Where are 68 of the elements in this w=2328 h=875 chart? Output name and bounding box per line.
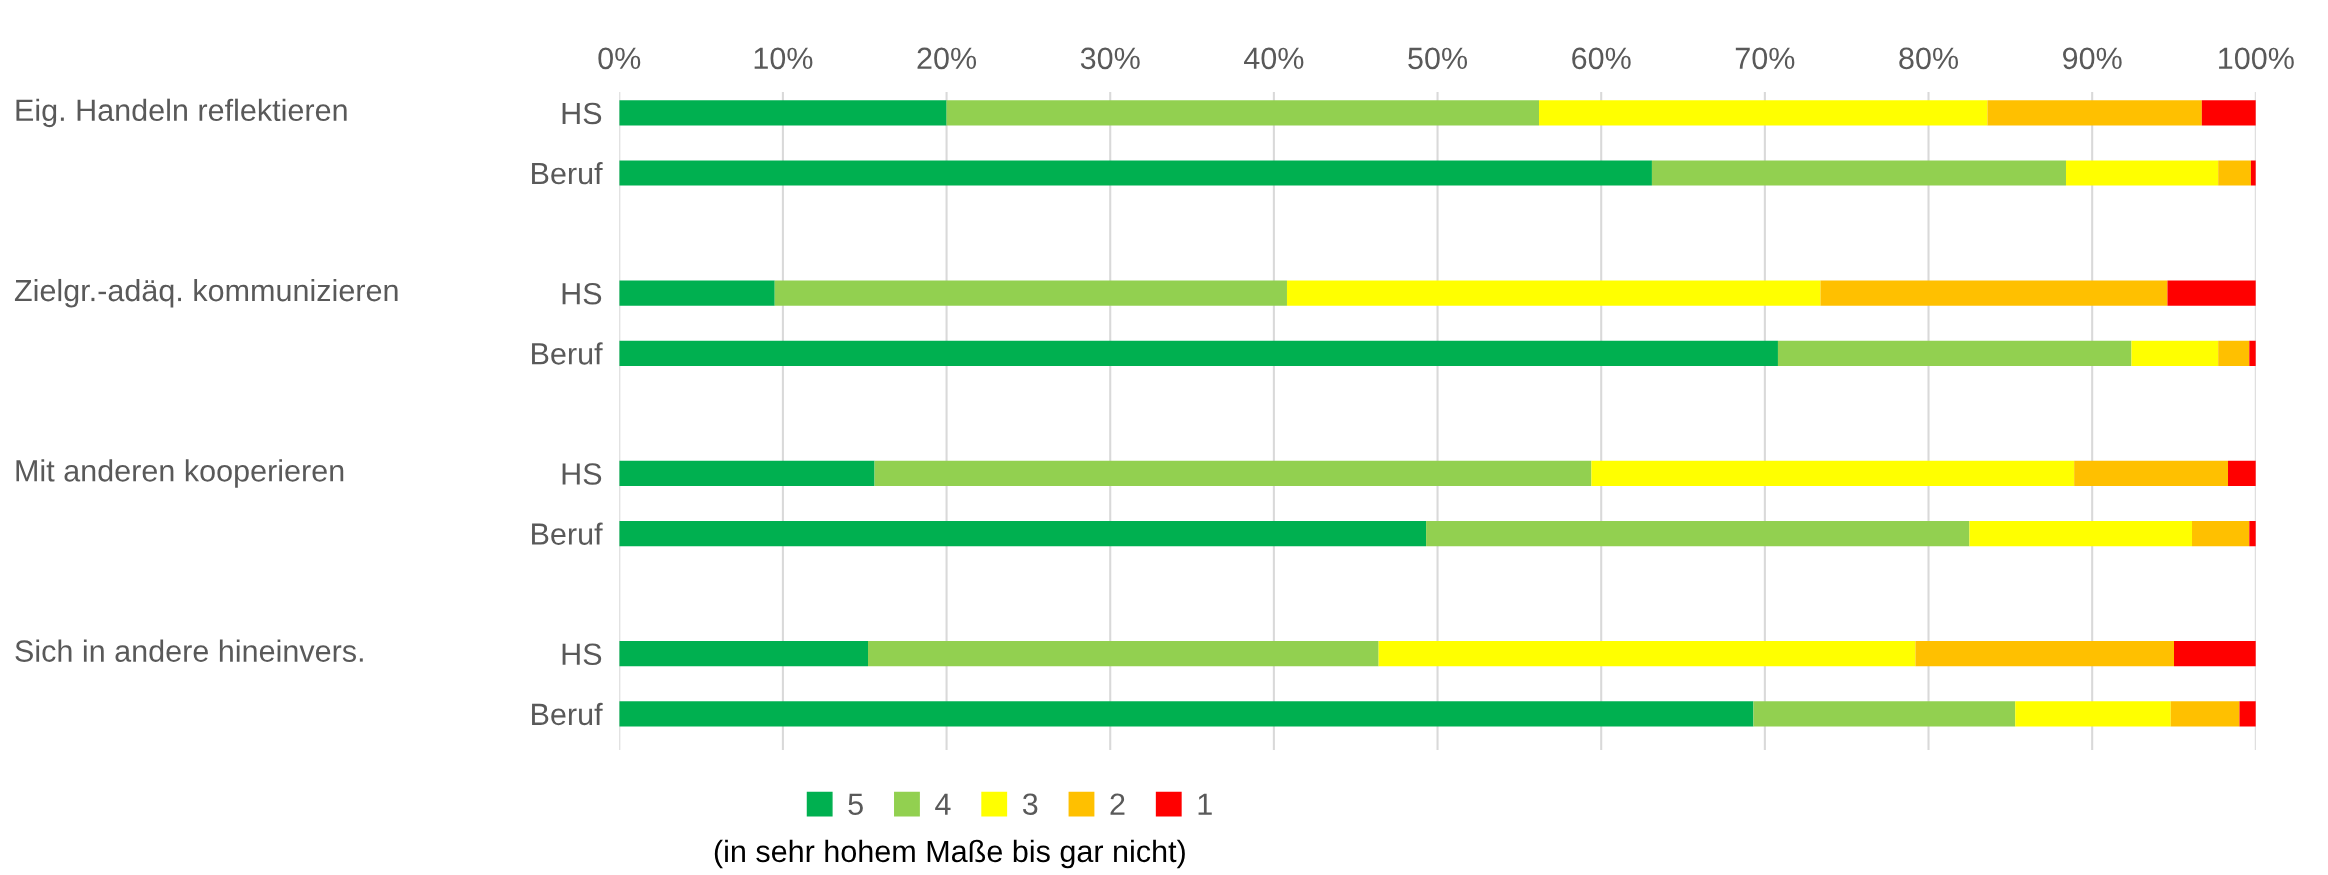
bar	[1651, 160, 2066, 186]
y-tick-label: Beruf	[532, 522, 603, 545]
text: Mit anderen kooperieren	[16, 459, 344, 488]
bar	[1378, 641, 1916, 667]
bar	[2192, 520, 2250, 547]
bar	[1820, 280, 2168, 306]
text: Zielgr.-adäq. kommunizieren	[14, 278, 398, 308]
x-tick-label: 40%	[1244, 47, 1304, 70]
legend-label: 3	[1022, 793, 1038, 816]
y-tick-label: HS	[562, 643, 602, 666]
bar	[2201, 100, 2256, 126]
x-tick-label: 100%	[2219, 47, 2294, 70]
x-tick-label: 90%	[2063, 47, 2122, 70]
bar	[1426, 520, 1970, 547]
bar	[1591, 460, 2075, 487]
bar	[2065, 160, 2219, 186]
text: Sich in andere hineinvers.	[15, 639, 363, 662]
legend-label: 2	[1110, 793, 1125, 815]
bar	[774, 280, 1287, 306]
bar	[619, 701, 1754, 727]
bar	[2218, 160, 2251, 186]
x-tick-label: 0%	[598, 47, 641, 70]
bar	[1753, 701, 2016, 727]
legend-label: 5	[848, 793, 863, 816]
x-axis-title: (in sehr hohem Maße bis gar nicht)	[714, 839, 1185, 869]
bar	[1915, 641, 2174, 667]
bar	[619, 280, 775, 306]
bar	[2131, 340, 2219, 366]
x-tick-label: 50%	[1408, 47, 1468, 70]
bar	[2239, 701, 2256, 727]
x-tick-label: 80%	[1899, 47, 1959, 70]
bar	[619, 520, 1427, 547]
bar	[619, 160, 1652, 186]
x-tick-label: 70%	[1735, 47, 1795, 70]
bar	[2015, 701, 2171, 727]
bar	[619, 641, 869, 667]
legend-label: 1	[1198, 793, 1212, 815]
x-tick-label: 20%	[917, 47, 977, 70]
bar	[2170, 701, 2240, 727]
y-tick-label: HS	[562, 102, 602, 125]
y-tick-label: Beruf	[532, 702, 603, 726]
bar	[1987, 100, 2202, 126]
bar	[1777, 340, 2132, 366]
bar	[2174, 641, 2256, 667]
bar	[2167, 280, 2256, 306]
bar	[1286, 280, 1821, 306]
legend-label: 4	[935, 793, 951, 815]
x-tick-label: 60%	[1572, 47, 1631, 70]
bar	[619, 100, 947, 126]
x-tick-label: 10%	[754, 47, 813, 70]
bar	[868, 641, 1379, 667]
y-tick-label: Beruf	[532, 342, 603, 365]
bar	[2074, 460, 2229, 487]
text: Eig. Handeln reflektieren	[16, 98, 347, 128]
bar	[2249, 520, 2256, 547]
bar	[1969, 520, 2193, 547]
y-tick-label: Beruf	[532, 161, 603, 185]
bar	[619, 460, 875, 487]
bar	[2228, 460, 2256, 487]
bar	[946, 100, 1540, 126]
bar	[2218, 340, 2250, 366]
bar	[1539, 100, 1988, 126]
y-tick-label: HS	[562, 463, 602, 485]
x-tick-label: 30%	[1080, 47, 1140, 70]
bar	[619, 340, 1778, 366]
bar	[874, 460, 1592, 487]
y-tick-label: HS	[562, 282, 602, 305]
bar	[2249, 340, 2256, 366]
